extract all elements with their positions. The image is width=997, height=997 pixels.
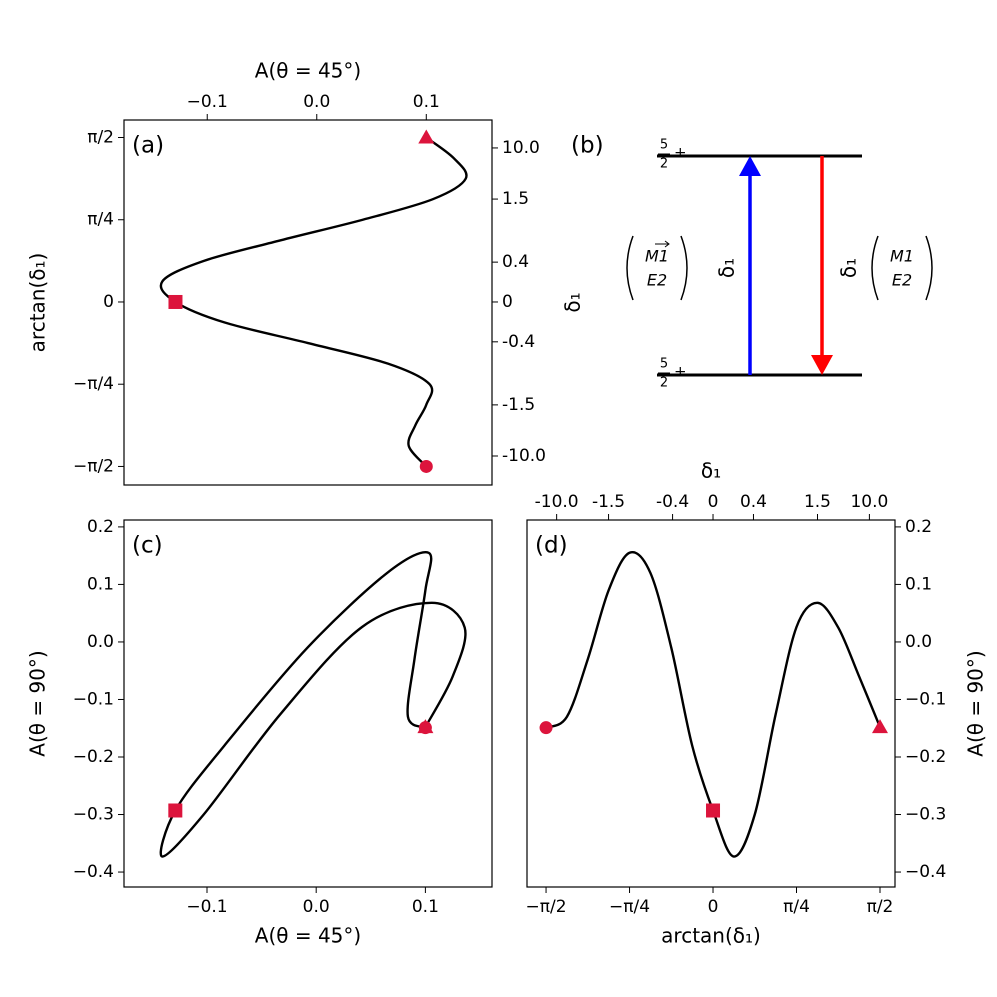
y-tick-label: −0.4	[73, 862, 114, 882]
x-tick-label: -10.0	[535, 492, 579, 512]
y-tick-label: 0.1	[905, 574, 932, 594]
y-axis-label: A(θ = 90°)	[26, 650, 50, 756]
transition-label: δ₁	[715, 258, 739, 278]
y-tick-label: 0.4	[502, 252, 529, 272]
y-tick-label: 0	[502, 292, 513, 312]
x-tick-label: -0.4	[656, 492, 689, 512]
y-tick-label: −0.4	[905, 862, 946, 882]
axes-frame	[123, 119, 493, 486]
x-tick-label: 0.1	[413, 92, 440, 112]
y-tick-label: 0.0	[87, 632, 114, 652]
multipolarity: M1	[645, 247, 669, 266]
x-tick-label: −π/4	[609, 897, 650, 917]
x-tick-label: 0.4	[740, 492, 767, 512]
y-tick-label: −0.1	[905, 689, 946, 709]
x-tick-label: -1.5	[592, 492, 625, 512]
curve	[159, 550, 467, 858]
multipolarity: E2	[647, 271, 667, 290]
curve	[159, 136, 468, 468]
x-tick-label: −π/2	[526, 897, 567, 917]
parity: +	[674, 363, 687, 381]
axes-frame	[526, 519, 896, 888]
y-tick-label: π/2	[87, 128, 114, 148]
x-tick-label: 0.0	[303, 92, 330, 112]
x-axis-label: δ₁	[701, 459, 721, 483]
paren	[925, 235, 933, 301]
x-axis-label: A(θ = 45°)	[255, 924, 361, 948]
y-tick-label: 0.2	[905, 517, 932, 537]
x-tick-label: π/2	[867, 897, 894, 917]
spin-numerator: 5	[660, 357, 668, 372]
vector-arrow	[655, 240, 670, 248]
x-tick-label: 0	[708, 492, 719, 512]
y-tick-label: −π/2	[73, 456, 114, 476]
x-tick-label: 1.5	[804, 492, 831, 512]
marker	[418, 129, 435, 144]
y-tick-label: 0.1	[87, 574, 114, 594]
y-tick-label: π/4	[87, 210, 114, 230]
x-tick-label: −0.1	[186, 897, 227, 917]
y-axis-label: δ₁	[561, 292, 585, 312]
multipolarity: M1	[890, 247, 914, 266]
multipolarity: E2	[892, 271, 912, 290]
y-tick-label: −0.3	[905, 805, 946, 825]
arrow-head	[811, 355, 833, 375]
paren	[680, 235, 688, 301]
y-tick-label: −0.3	[73, 805, 114, 825]
y-tick-label: −0.2	[73, 747, 114, 767]
x-tick-label: 0.0	[303, 897, 330, 917]
arrow-head	[739, 156, 761, 176]
marker	[419, 459, 433, 473]
paren	[871, 235, 879, 301]
y-tick-label: −π/4	[73, 374, 114, 394]
transition-label: δ₁	[837, 258, 861, 278]
x-tick-label: 0.1	[412, 897, 439, 917]
panel-label: (b)	[571, 133, 604, 159]
marker	[417, 719, 434, 734]
x-axis-label: arctan(δ₁)	[661, 924, 761, 948]
marker	[871, 719, 888, 734]
x-tick-label: −0.1	[187, 92, 228, 112]
y-tick-label: −0.1	[73, 689, 114, 709]
y-tick-label: −0.2	[905, 747, 946, 767]
parity: +	[674, 144, 687, 162]
x-axis-label: A(θ = 45°)	[255, 59, 361, 83]
marker	[539, 721, 553, 735]
panel-label: (a)	[132, 133, 164, 159]
x-tick-label: π/4	[783, 897, 810, 917]
x-tick-label: 0	[708, 897, 719, 917]
marker	[168, 803, 183, 818]
axes-frame	[123, 519, 493, 888]
marker	[168, 294, 183, 309]
y-tick-label: -1.5	[502, 395, 535, 415]
y-tick-label: 0	[103, 292, 114, 312]
y-tick-label: -0.4	[502, 332, 535, 352]
y-tick-label: 1.5	[502, 189, 529, 209]
spin-numerator: 5	[660, 138, 668, 153]
spin-denominator: 2	[660, 157, 668, 172]
y-axis-label: arctan(δ₁)	[26, 253, 50, 353]
marker	[706, 803, 721, 818]
y-axis-label: A(θ = 90°)	[964, 650, 988, 756]
y-tick-label: 10.0	[502, 138, 540, 158]
y-tick-label: 0.0	[905, 632, 932, 652]
panel-label: (d)	[535, 533, 568, 559]
paren	[626, 235, 634, 301]
x-tick-label: 10.0	[850, 492, 888, 512]
spin-denominator: 2	[660, 376, 668, 391]
y-tick-label: 0.2	[87, 517, 114, 537]
panel-label: (c)	[132, 533, 163, 559]
y-tick-label: -10.0	[502, 446, 546, 466]
